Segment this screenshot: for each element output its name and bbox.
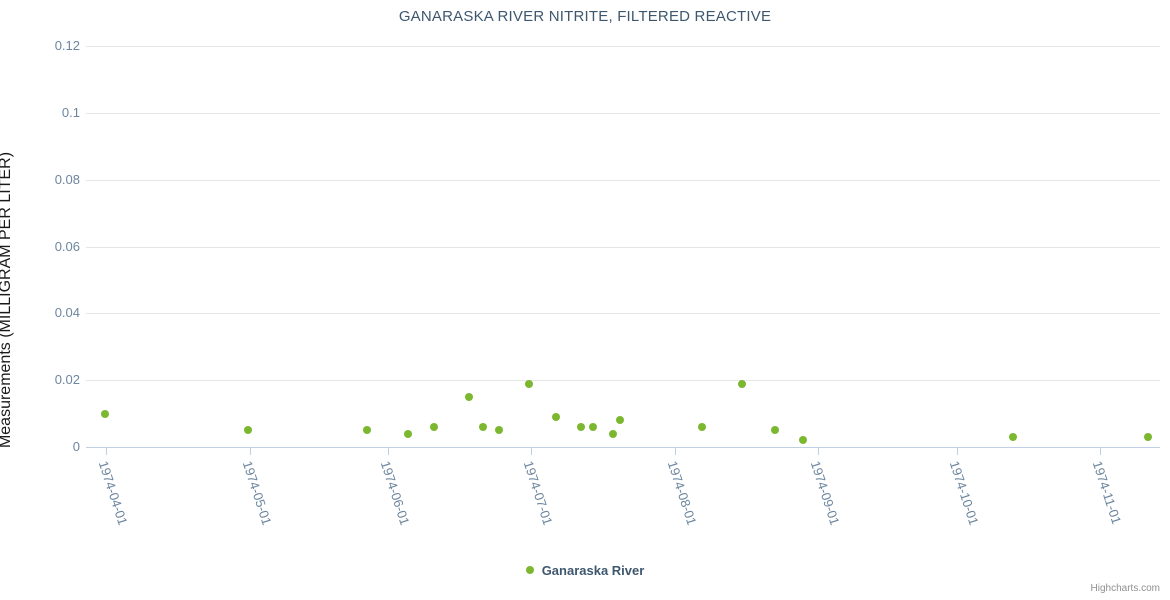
x-axis-line xyxy=(86,447,1160,448)
x-tick-label: 1974-06-01 xyxy=(377,459,413,527)
y-tick-label: 0.1 xyxy=(61,104,80,120)
legend-item-label: Ganaraska River xyxy=(541,562,645,578)
data-point[interactable] xyxy=(577,422,586,431)
data-point[interactable] xyxy=(697,422,706,431)
y-gridline xyxy=(86,313,1160,315)
y-gridline xyxy=(86,46,1160,47)
data-point[interactable] xyxy=(495,426,504,435)
chart-title: GANARASKA RIVER NITRITE, FILTERED REACTI… xyxy=(398,8,772,25)
x-tick-mark xyxy=(249,448,251,455)
data-point[interactable] xyxy=(101,409,109,418)
highcharts-credits-link[interactable]: Highcharts.com xyxy=(1090,583,1160,594)
y-gridline xyxy=(86,179,1160,181)
x-tick-label: 1974-07-01 xyxy=(521,459,556,527)
y-tick-label: 0.04 xyxy=(54,305,80,321)
x-tick-mark xyxy=(106,448,108,455)
x-tick-mark xyxy=(1099,448,1101,455)
y-tick-label: 0.12 xyxy=(54,38,80,53)
y-axis-tick-labels: 0 0.02 0.04 0.06 0.08 0.1 0.12 xyxy=(0,0,80,600)
legend-item-ganaraska-river[interactable]: Ganaraska River xyxy=(525,562,645,578)
x-tick-label: 1974-09-01 xyxy=(807,459,843,527)
data-point[interactable] xyxy=(465,392,474,401)
data-point[interactable] xyxy=(552,412,561,421)
data-point[interactable] xyxy=(243,426,252,435)
data-point[interactable] xyxy=(589,422,598,431)
data-point[interactable] xyxy=(771,426,780,435)
y-tick-label: 0.06 xyxy=(54,238,80,254)
legend-marker-icon xyxy=(525,566,534,574)
x-tick-mark xyxy=(818,448,820,455)
data-point[interactable] xyxy=(799,436,808,445)
plot-area xyxy=(86,46,1160,447)
x-tick-mark xyxy=(531,448,533,455)
y-tick-label: 0.08 xyxy=(54,171,80,187)
x-tick-mark xyxy=(388,448,389,455)
x-tick-label: 1974-10-01 xyxy=(946,459,982,527)
x-tick-label: 1974-11-01 xyxy=(1089,459,1125,526)
y-gridline xyxy=(86,246,1160,248)
data-point[interactable] xyxy=(362,426,371,435)
x-tick-label: 1974-04-01 xyxy=(95,459,131,527)
data-point[interactable] xyxy=(609,429,618,438)
data-point[interactable] xyxy=(404,429,413,438)
chart-legend: Ganaraska River xyxy=(0,562,1170,578)
data-point[interactable] xyxy=(479,422,488,431)
y-tick-label: 0.02 xyxy=(54,372,80,388)
data-point[interactable] xyxy=(616,416,625,425)
data-point[interactable] xyxy=(525,379,534,388)
data-point[interactable] xyxy=(430,422,439,431)
y-gridline xyxy=(86,380,1160,382)
data-point[interactable] xyxy=(1008,432,1017,441)
y-tick-label: 0 xyxy=(72,439,80,454)
data-point[interactable] xyxy=(1143,432,1152,441)
y-gridline xyxy=(86,112,1160,114)
x-tick-label: 1974-05-01 xyxy=(239,459,275,527)
x-tick-label: 1974-08-01 xyxy=(664,459,700,527)
x-tick-mark xyxy=(956,448,958,455)
x-tick-mark xyxy=(674,448,676,455)
data-point[interactable] xyxy=(738,379,747,388)
